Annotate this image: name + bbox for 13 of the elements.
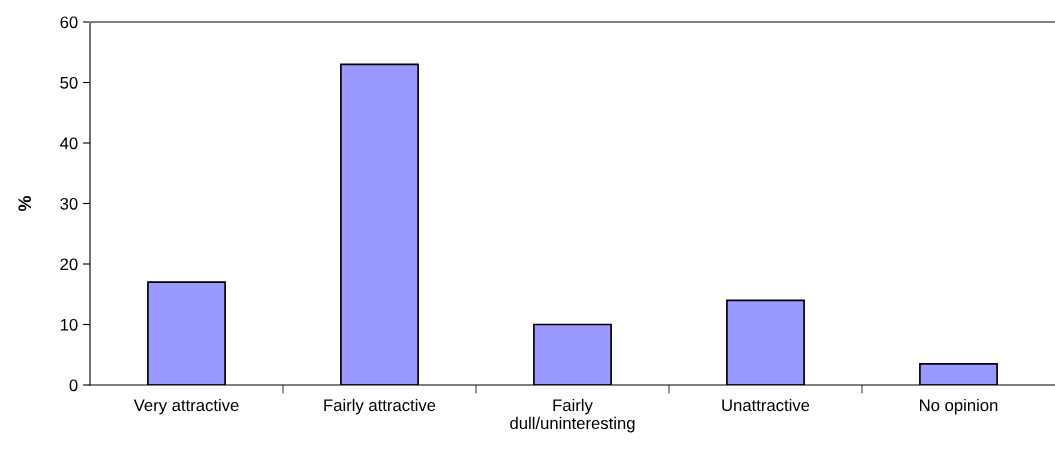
x-tick-label: Fairly attractive [324, 398, 436, 415]
y-axis-title: % [18, 195, 32, 212]
x-tick-label: Unattractive [722, 398, 810, 412]
y-tick-label: 30 [60, 197, 78, 210]
x-tick-label: Fairly dull/uninteresting [510, 398, 635, 433]
y-tick-label: 40 [60, 137, 78, 150]
y-tick-label: 10 [60, 318, 78, 331]
x-tick-label: Very attractive [133, 398, 239, 415]
x-tick-label: No opinion [920, 398, 998, 415]
y-tick-label: 50 [60, 76, 78, 89]
y-tick-label: 0 [69, 379, 78, 392]
y-tick-label: 20 [60, 258, 78, 271]
y-tick-label: 60 [60, 16, 78, 29]
